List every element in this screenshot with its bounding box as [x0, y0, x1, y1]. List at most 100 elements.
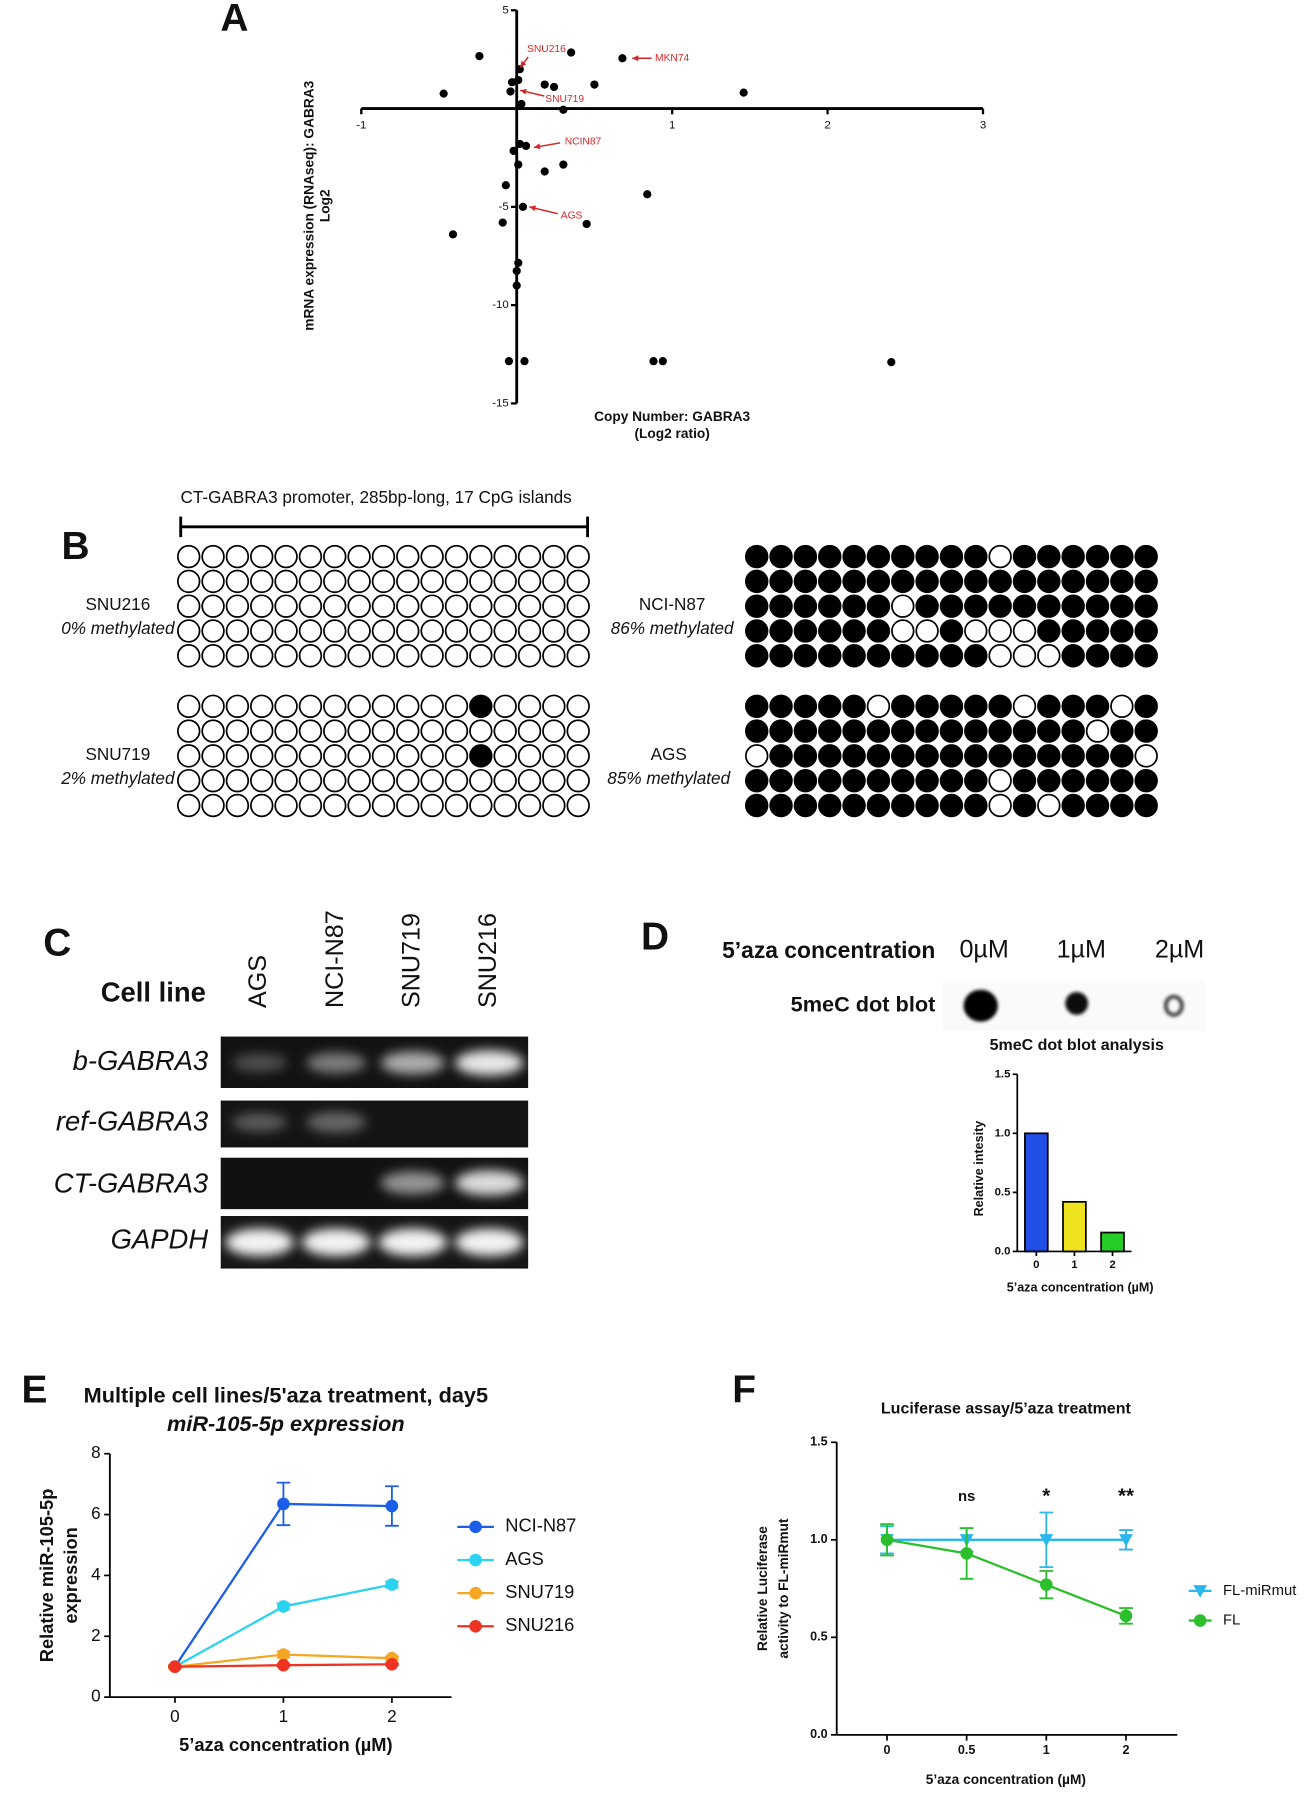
cpg-site: [964, 569, 988, 594]
point: [514, 258, 523, 267]
sample-name: SNU216: [85, 594, 150, 614]
annotation: MKN74: [655, 53, 690, 64]
cpg-site: [1061, 793, 1085, 818]
cpg-site: [566, 619, 590, 643]
cpg-site: [566, 594, 590, 618]
cpg-site: [1012, 644, 1037, 668]
cpg-site: [201, 694, 225, 718]
y-tick-label: 1.0: [995, 1127, 1011, 1139]
cpg-site: [891, 768, 915, 793]
band: [306, 1112, 366, 1133]
sample-methylation: 85% methylated: [607, 768, 730, 788]
cpg-site: [566, 644, 590, 668]
gel-row-label: ref-GABRA3: [56, 1106, 208, 1137]
cpg-site: [939, 744, 964, 768]
cpg-site: [176, 744, 201, 768]
point: [469, 1520, 482, 1534]
cpg-site: [915, 544, 939, 569]
concentration-label: 5’aza concentration: [722, 937, 935, 963]
cpg-site: [347, 744, 371, 768]
cpg-site: [1037, 544, 1061, 569]
cpg-site: [176, 793, 201, 818]
cpg-site: [1085, 694, 1110, 718]
point: [506, 87, 515, 96]
cpg-site: [1012, 768, 1037, 793]
cpg-site: [420, 619, 444, 643]
cpg-site: [176, 694, 201, 718]
cpg-site: [469, 719, 493, 743]
cpg-site: [964, 768, 988, 793]
cpg-site: [769, 793, 793, 818]
cpg-site: [542, 768, 566, 793]
cpg-site: [793, 544, 818, 569]
annotation: SNU719: [545, 94, 584, 105]
panel-label: A: [220, 0, 248, 40]
cpg-site: [469, 594, 493, 618]
cpg-site: [818, 569, 842, 594]
cpg-site: [988, 569, 1012, 594]
cpg-site: [842, 768, 866, 793]
cpg-site: [542, 793, 566, 818]
cpg-site: [274, 619, 298, 643]
y-tick-label: 5: [502, 4, 508, 16]
cpg-site: [298, 544, 323, 569]
cpg-site: [1061, 544, 1085, 569]
y-tick-label: 4: [91, 1564, 101, 1584]
series-line: [886, 1538, 1127, 1617]
legend-label: FL: [1223, 1612, 1240, 1628]
dot-blot-label: 5meC dot blot: [791, 991, 936, 1016]
lane-label: SNU216: [474, 913, 502, 1008]
cpg-site: [493, 619, 517, 643]
y-tick-label: 0.0: [995, 1245, 1011, 1257]
point: [512, 266, 521, 276]
cpg-site: [566, 793, 590, 818]
cpg-site: [250, 644, 274, 668]
cpg-site: [793, 569, 818, 594]
cpg-site: [201, 719, 225, 743]
arrow-head: [533, 143, 541, 150]
cpg-site: [347, 569, 371, 594]
cpg-site: [915, 768, 939, 793]
cpg-site: [201, 744, 225, 768]
cpg-site: [1110, 544, 1134, 569]
cpg-site: [566, 569, 590, 594]
point: [520, 357, 529, 366]
cpg-site: [201, 644, 225, 668]
cpg-site: [939, 544, 964, 569]
cpg-site: [1037, 744, 1061, 768]
point: [518, 202, 528, 211]
annotation: AGS: [561, 211, 583, 222]
band: [455, 1050, 524, 1076]
cpg-site: [1037, 644, 1061, 668]
y-tick-label: -10: [492, 299, 509, 311]
cpg-site: [1037, 619, 1061, 643]
cpg-site: [1134, 619, 1158, 643]
cpg-site: [396, 768, 420, 793]
cpg-site: [298, 619, 323, 643]
cpg-site: [1134, 594, 1158, 618]
series-line: [173, 1502, 392, 1668]
cpg-site: [842, 719, 866, 743]
cpg-site: [323, 768, 347, 793]
point: [509, 146, 518, 155]
cpg-site: [444, 694, 469, 718]
cpg-site: [1012, 694, 1037, 718]
cpg-site: [250, 793, 274, 818]
cpg-site: [542, 719, 566, 743]
point: [549, 82, 559, 92]
cpg-site: [444, 594, 469, 618]
y-axis-label: Log2: [317, 189, 332, 222]
cpg-site: [420, 793, 444, 818]
point: [1193, 1585, 1207, 1598]
y-tick-label: 1.5: [810, 1435, 827, 1449]
point: [739, 88, 748, 97]
cpg-site: [493, 793, 517, 818]
cpg-site: [225, 768, 250, 793]
cpg-site: [1085, 793, 1110, 818]
cpg-site: [176, 768, 201, 793]
point: [277, 1658, 290, 1672]
cpg-site: [396, 544, 420, 569]
cpg-site: [1110, 719, 1134, 743]
cpg-site: [964, 644, 988, 668]
cpg-site: [323, 793, 347, 818]
